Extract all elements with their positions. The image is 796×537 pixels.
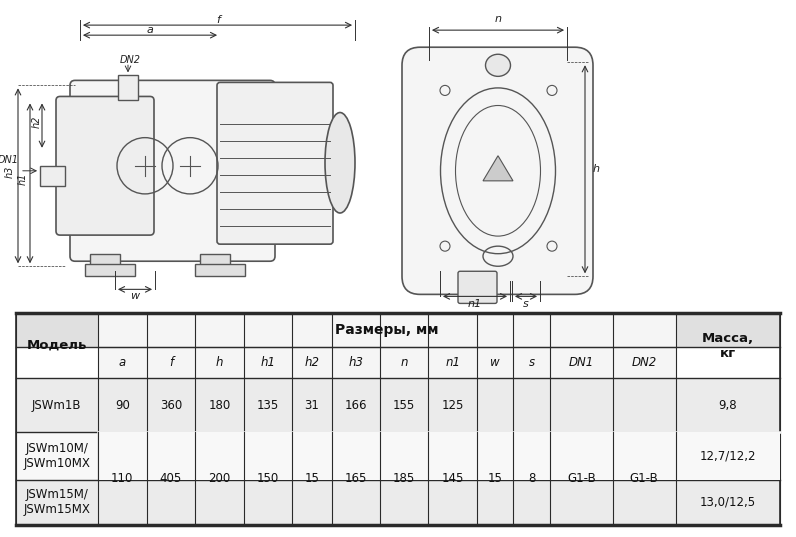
Text: f: f (169, 356, 173, 369)
Text: h: h (592, 164, 599, 174)
Text: 110: 110 (111, 472, 134, 485)
Text: Модель: Модель (26, 339, 87, 352)
Bar (380, 313, 428, 378)
Text: 8: 8 (528, 472, 536, 485)
Bar (90, 254, 120, 266)
Bar (16, 378, 780, 432)
Bar (40, 166, 65, 186)
Bar (98, 432, 477, 480)
Text: h2: h2 (304, 356, 319, 369)
Text: JSWm10M/
JSWm10MX: JSWm10M/ JSWm10MX (23, 442, 90, 470)
Text: JSWm15M/
JSWm15MX: JSWm15M/ JSWm15MX (23, 488, 90, 516)
Text: 13,0/12,5: 13,0/12,5 (700, 496, 756, 509)
Ellipse shape (325, 113, 355, 213)
Text: h3: h3 (5, 165, 15, 178)
Text: 145: 145 (442, 472, 464, 485)
Text: 12,7/12,2: 12,7/12,2 (700, 449, 756, 462)
Text: DN1: DN1 (568, 356, 594, 369)
Text: 165: 165 (345, 472, 367, 485)
Text: 31: 31 (304, 399, 319, 412)
Bar (146, 313, 195, 378)
Text: 15: 15 (304, 472, 319, 485)
Text: G1-B: G1-B (567, 472, 595, 485)
Bar (195, 313, 244, 378)
Ellipse shape (486, 54, 510, 76)
Text: DN2: DN2 (631, 356, 657, 369)
Text: 166: 166 (345, 399, 367, 412)
Text: 185: 185 (393, 472, 416, 485)
Text: n: n (494, 14, 501, 24)
Bar (550, 313, 613, 378)
Text: a: a (119, 356, 126, 369)
Bar (118, 75, 138, 100)
Text: 200: 200 (209, 472, 231, 485)
Text: DN2: DN2 (119, 55, 141, 66)
Text: 15: 15 (488, 472, 502, 485)
Bar (85, 264, 135, 277)
Text: Масса,
кг: Масса, кг (702, 331, 754, 360)
Text: 9,8: 9,8 (719, 399, 737, 412)
Text: 125: 125 (442, 399, 464, 412)
Text: 150: 150 (256, 472, 279, 485)
Bar (98, 313, 146, 378)
Text: h1: h1 (260, 356, 275, 369)
Bar (292, 313, 332, 378)
Text: s: s (523, 300, 529, 309)
FancyBboxPatch shape (56, 97, 154, 235)
Bar (477, 313, 513, 378)
Bar (200, 254, 230, 266)
Bar (676, 432, 780, 480)
Text: 155: 155 (393, 399, 416, 412)
Text: n1: n1 (445, 356, 460, 369)
Text: 405: 405 (160, 472, 182, 485)
Bar (16, 480, 780, 525)
Text: 135: 135 (256, 399, 279, 412)
Text: w: w (490, 356, 500, 369)
Text: s: s (529, 356, 535, 369)
Bar (676, 313, 780, 347)
Text: Размеры, мм: Размеры, мм (335, 323, 439, 337)
FancyBboxPatch shape (217, 82, 333, 244)
Bar (613, 313, 676, 378)
Bar (332, 313, 380, 378)
Bar (16, 432, 780, 480)
Bar (16, 313, 98, 347)
Bar (244, 313, 292, 378)
Text: G1-B: G1-B (630, 472, 658, 485)
Text: f: f (216, 15, 220, 25)
FancyBboxPatch shape (458, 271, 497, 303)
Text: JSWm1B: JSWm1B (32, 399, 81, 412)
Polygon shape (483, 156, 513, 181)
Text: h: h (216, 356, 223, 369)
Text: h3: h3 (349, 356, 364, 369)
Text: w: w (131, 292, 139, 301)
Text: 180: 180 (209, 399, 231, 412)
Text: 360: 360 (160, 399, 182, 412)
Bar (477, 432, 676, 480)
Bar (428, 313, 477, 378)
Text: DN1: DN1 (0, 155, 18, 165)
Bar (513, 313, 550, 378)
Text: n1: n1 (468, 300, 482, 309)
Text: 90: 90 (115, 399, 130, 412)
FancyBboxPatch shape (402, 47, 593, 294)
FancyBboxPatch shape (70, 81, 275, 261)
Text: h2: h2 (32, 115, 42, 128)
Text: a: a (146, 25, 154, 35)
Text: n: n (400, 356, 408, 369)
Bar (195, 264, 245, 277)
Text: h1: h1 (18, 172, 28, 185)
